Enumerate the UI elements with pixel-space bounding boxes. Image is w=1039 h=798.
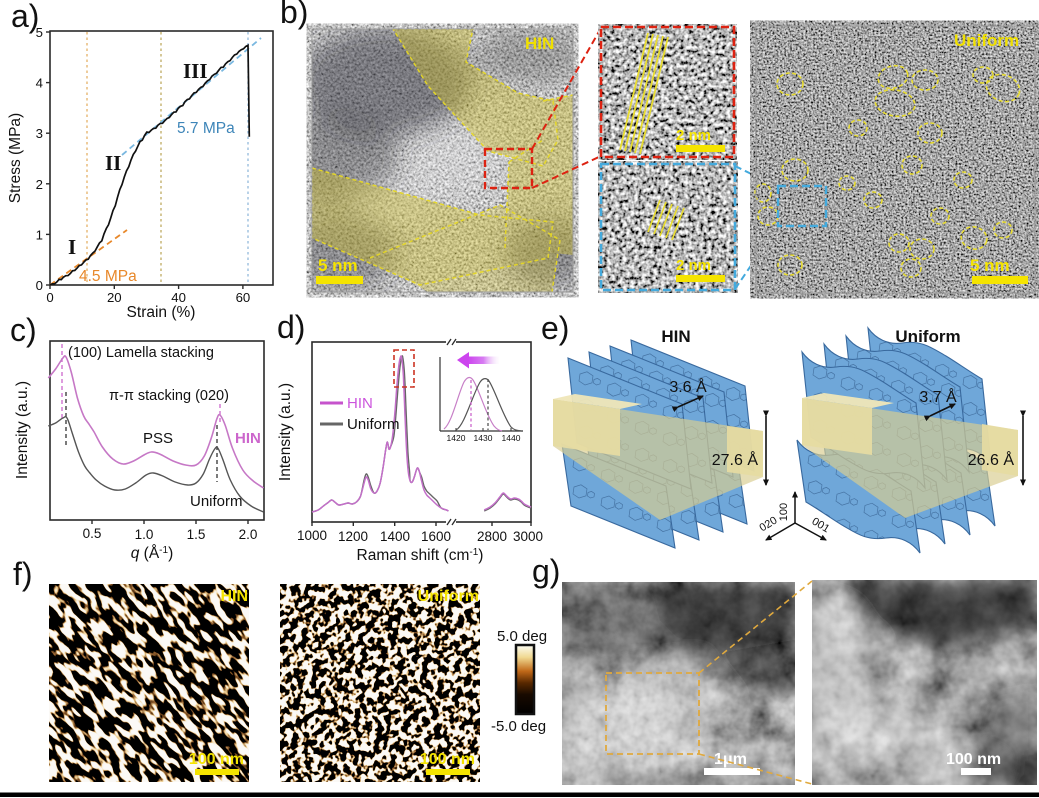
svg-text:100 nm: 100 nm <box>946 751 1001 768</box>
svg-text:0: 0 <box>36 278 43 293</box>
svg-text:III: III <box>183 59 208 83</box>
svg-text:1600: 1600 <box>421 529 451 544</box>
svg-text:Uniform: Uniform <box>418 588 479 605</box>
svg-text:1430: 1430 <box>474 433 493 443</box>
svg-text:HIN: HIN <box>347 395 373 412</box>
svg-text:100 nm: 100 nm <box>420 751 475 768</box>
svg-text:20: 20 <box>107 290 122 305</box>
svg-text:Uniform: Uniform <box>954 31 1019 50</box>
svg-text:HIN: HIN <box>525 34 554 53</box>
svg-text:27.6 Å: 27.6 Å <box>712 450 759 469</box>
svg-text:HIN: HIN <box>220 588 248 605</box>
svg-text:1200: 1200 <box>338 529 368 544</box>
svg-text:1.0: 1.0 <box>135 527 154 542</box>
svg-text:3.6 Å: 3.6 Å <box>669 377 707 396</box>
svg-text:1: 1 <box>36 227 43 242</box>
svg-text:a): a) <box>11 0 39 34</box>
svg-text:1.5: 1.5 <box>187 527 206 542</box>
svg-text:c): c) <box>10 312 37 348</box>
svg-text:e): e) <box>541 310 569 346</box>
svg-text:Uniform: Uniform <box>347 416 400 433</box>
svg-text:d): d) <box>277 309 305 345</box>
svg-text:5 nm: 5 nm <box>970 256 1010 275</box>
svg-text:60: 60 <box>236 290 251 305</box>
svg-text:Raman shift (cm-1): Raman shift (cm-1) <box>357 547 484 565</box>
svg-text:0.5: 0.5 <box>83 526 102 541</box>
svg-text:26.6 Å: 26.6 Å <box>968 450 1015 469</box>
svg-text:3: 3 <box>36 126 43 141</box>
svg-text:2 nm: 2 nm <box>676 127 711 144</box>
svg-text:I: I <box>68 235 76 259</box>
svg-text:5.0 deg: 5.0 deg <box>497 628 547 645</box>
svg-text:PSS: PSS <box>143 430 173 447</box>
svg-text:020: 020 <box>757 515 779 535</box>
svg-text:-5.0 deg: -5.0 deg <box>491 718 546 735</box>
svg-text:Strain (%): Strain (%) <box>127 304 196 321</box>
svg-text:5: 5 <box>36 25 43 40</box>
svg-text:π-π stacking (020): π-π stacking (020) <box>109 388 229 404</box>
svg-text:Uniform: Uniform <box>895 327 960 346</box>
svg-text:2 nm: 2 nm <box>676 257 711 274</box>
svg-text:f): f) <box>13 556 33 592</box>
svg-text:HIN: HIN <box>235 430 261 447</box>
svg-text:2800: 2800 <box>477 529 507 544</box>
svg-text:4: 4 <box>36 76 43 91</box>
svg-text:HIN: HIN <box>661 327 690 346</box>
svg-text:Intensity (a.u.): Intensity (a.u.) <box>14 381 31 479</box>
svg-text:q (Å-1): q (Å-1) <box>131 545 174 563</box>
svg-text:II: II <box>105 151 121 175</box>
svg-text:1400: 1400 <box>380 529 410 544</box>
svg-text:b): b) <box>280 0 308 30</box>
svg-text:100: 100 <box>778 503 790 521</box>
svg-text:1440: 1440 <box>502 433 521 443</box>
svg-text:3.7 Å: 3.7 Å <box>919 387 957 406</box>
svg-text:(100) Lamella stacking: (100) Lamella stacking <box>68 345 214 361</box>
svg-text:g): g) <box>532 553 560 589</box>
svg-text:0: 0 <box>46 290 53 305</box>
svg-text:1000: 1000 <box>297 528 327 543</box>
svg-text:2.0: 2.0 <box>239 527 258 542</box>
svg-text:5.7 MPa: 5.7 MPa <box>177 120 235 137</box>
svg-text:1420: 1420 <box>447 433 466 443</box>
svg-text:4.5 MPa: 4.5 MPa <box>79 268 137 285</box>
svg-text:Uniform: Uniform <box>190 493 243 510</box>
svg-text:40: 40 <box>171 290 186 305</box>
svg-text:Stress (MPa): Stress (MPa) <box>7 113 24 203</box>
svg-text:2: 2 <box>36 177 43 192</box>
svg-text:5 nm: 5 nm <box>318 256 358 275</box>
svg-text:100 nm: 100 nm <box>189 751 244 768</box>
svg-text:3000: 3000 <box>513 529 543 544</box>
svg-text:Intensity (a.u.): Intensity (a.u.) <box>277 383 294 481</box>
